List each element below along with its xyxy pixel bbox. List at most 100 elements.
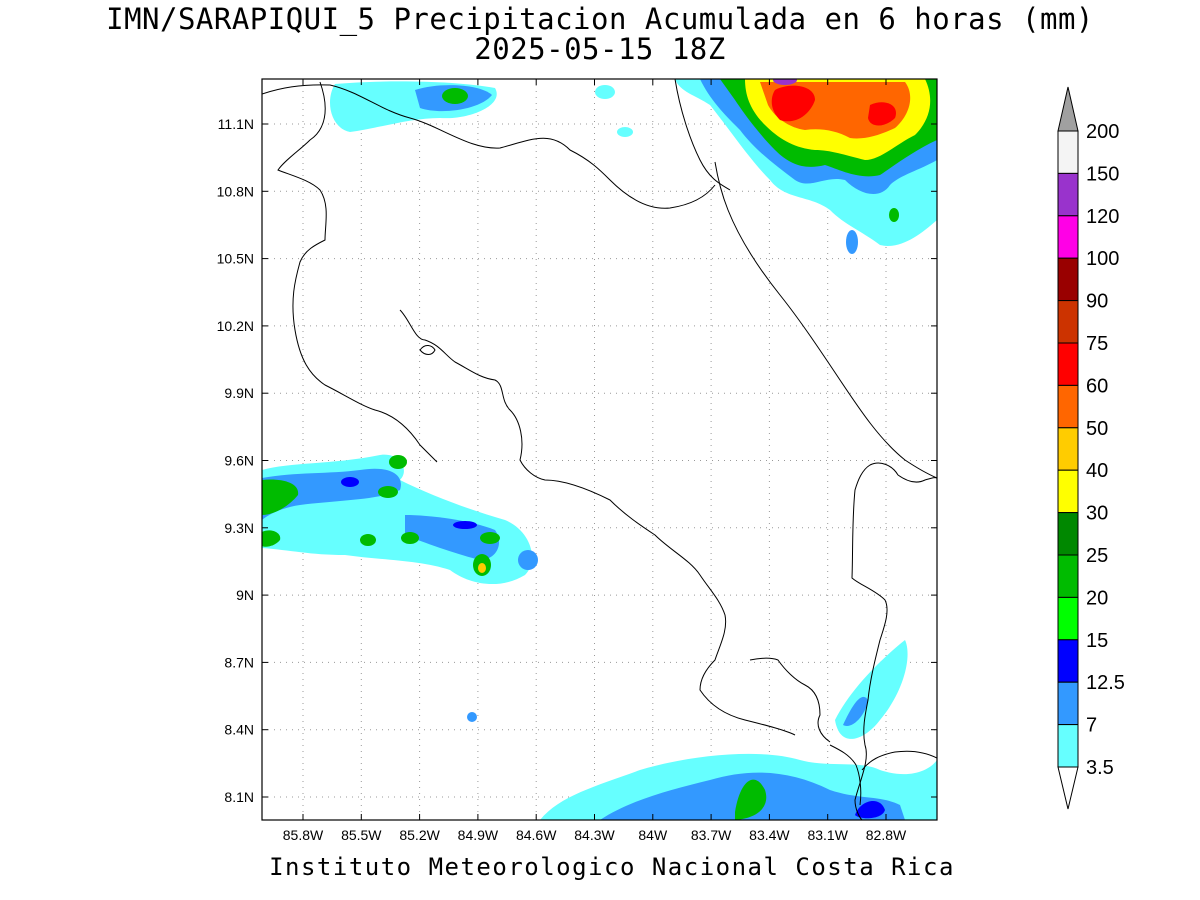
- precip-cell-10: [324, 539, 336, 551]
- lon-tick-label: 84.9W: [458, 827, 499, 843]
- lon-tick-label: 85.2W: [399, 827, 440, 843]
- colorbar-swatch: [1057, 130, 1079, 174]
- lat-tick-label: 10.8N: [217, 183, 254, 199]
- lat-tick-label: 9.3N: [224, 520, 254, 536]
- lon-tick-label: 83.1W: [807, 827, 848, 843]
- costa-rica-caribbean-coast: [714, 161, 937, 479]
- precip-cell-15: [846, 230, 858, 254]
- precip-area-se-7: [843, 696, 868, 726]
- lon-tick-label: 85.5W: [341, 827, 382, 843]
- latitude-axis: 11.1N 10.8N 10.5N 10.2N 9.9N 9.6N 9.3N 9N 8.7N 8.…: [217, 116, 937, 805]
- colorbar-label: 25: [1086, 545, 1108, 567]
- precip-cell-16: [889, 208, 899, 222]
- precip-cell-4: [480, 532, 500, 544]
- colorbar-swatch: [1057, 300, 1079, 344]
- colorbar-swatch: [1057, 639, 1079, 683]
- lon-tick-label: 83.7W: [691, 827, 732, 843]
- precip-cell-18: [595, 85, 615, 99]
- nicaragua-caribbean-coast: [674, 79, 731, 191]
- colorbar-label: 30: [1086, 503, 1108, 525]
- precip-area-pacific-green2: [262, 530, 281, 547]
- precip-area-south-blue: [855, 800, 885, 819]
- colorbar-label: 20: [1086, 587, 1108, 609]
- coastlines: [262, 79, 937, 820]
- lon-tick-label: 84.3W: [574, 827, 615, 843]
- colorbar-swatch: [1057, 724, 1079, 768]
- precip-cell-14: [773, 79, 797, 85]
- panama-pacific-coast: [861, 750, 937, 771]
- lon-tick-label: 84W: [638, 827, 668, 843]
- precip-area-south-green: [735, 779, 767, 820]
- nicoya-inner: [419, 345, 436, 355]
- precip-cell-8: [401, 532, 419, 544]
- nicaragua-costa-rica-border: [262, 84, 716, 209]
- colorbar-label: 60: [1086, 375, 1108, 397]
- colorbar-overflow-top: [1057, 86, 1079, 132]
- burica-peninsula: [829, 744, 862, 806]
- golfito-coast: [749, 657, 831, 743]
- precip-cell-12: [467, 712, 477, 722]
- colorbar-label: 3.5: [1086, 757, 1114, 779]
- lat-tick-label: 8.1N: [224, 789, 254, 805]
- colorbar-label: 12.5: [1086, 672, 1125, 694]
- colorbar-label: 15: [1086, 630, 1108, 652]
- precip-cell-2: [378, 486, 398, 498]
- colorbar-label: 40: [1086, 460, 1108, 482]
- colorbar-swatch: [1057, 554, 1079, 598]
- precip-cell-11: [518, 550, 538, 570]
- nicoya-gulf-coast: [399, 309, 796, 736]
- lon-tick-label: 84.6W: [516, 827, 557, 843]
- colorbar-label: 7: [1086, 715, 1097, 737]
- lat-tick-label: 9.6N: [224, 453, 254, 469]
- colorbar-label: 75: [1086, 333, 1108, 355]
- colorbar-swatch: [1057, 512, 1079, 556]
- precip-cell-1: [389, 455, 407, 469]
- colorbar-label: 150: [1086, 163, 1119, 185]
- precip-cell-13: [442, 88, 468, 104]
- colorbar-swatch: [1057, 596, 1079, 641]
- colorbar-swatch: [1057, 215, 1079, 259]
- guanacaste-coast: [277, 81, 438, 463]
- colorbar-label: 90: [1086, 291, 1108, 313]
- colorbar-overflow-bottom: [1057, 766, 1079, 810]
- lat-tick-label: 8.4N: [224, 722, 254, 738]
- colorbar: 200 150 120 100 90 75 60 50 40 30 25 20 15 12.5 7 3.5: [1057, 86, 1125, 810]
- colorbar-label: 120: [1086, 206, 1119, 228]
- precipitation-field: [262, 79, 937, 820]
- lon-tick-label: 83.4W: [749, 827, 790, 843]
- colorbar-swatch: [1057, 681, 1079, 726]
- colorbar-label: 100: [1086, 248, 1119, 270]
- lat-tick-label: 11.1N: [218, 116, 254, 132]
- colorbar-label: 50: [1086, 418, 1108, 440]
- lat-tick-label: 9N: [236, 587, 254, 603]
- colorbar-swatch: [1057, 469, 1079, 514]
- lon-tick-label: 82.8W: [866, 827, 907, 843]
- map-subtitle: 2025-05-15 18Z: [474, 32, 726, 66]
- colorbar-swatch: [1057, 384, 1079, 429]
- precip-cell-6: [478, 563, 486, 573]
- precip-area-ne-red: [771, 85, 815, 122]
- lat-tick-label: 9.9N: [224, 385, 254, 401]
- precip-area-pacific-green1: [262, 479, 299, 515]
- lat-tick-label: 10.2N: [217, 318, 254, 334]
- lat-tick-label: 8.7N: [224, 654, 254, 670]
- footer-credit: Instituto Meteorologico Nacional Costa R…: [269, 853, 955, 881]
- map-title: IMN/SARAPIQUI_5 Precipitacion Acumulada …: [106, 2, 1094, 36]
- colorbar-swatch: [1057, 257, 1079, 302]
- precip-cell-7: [453, 521, 477, 529]
- lon-tick-label: 85.8W: [283, 827, 324, 843]
- colorbar-label: 200: [1086, 121, 1119, 143]
- colorbar-swatch: [1057, 427, 1079, 471]
- precip-area-ne-red2: [868, 102, 896, 126]
- panama-border: [851, 462, 937, 820]
- precip-cell-17: [617, 127, 633, 137]
- colorbar-swatch: [1057, 172, 1079, 217]
- precip-cell-3: [341, 477, 359, 487]
- precip-area-pacific-7: [262, 468, 401, 520]
- map-frame: [261, 78, 938, 821]
- precip-cell-9: [360, 534, 376, 546]
- colorbar-swatch: [1057, 342, 1079, 386]
- longitude-axis: 85.8W 85.5W 85.2W 84.9W 84.6W 84.3W 84W 83.7W 83…: [283, 79, 907, 843]
- lat-tick-label: 10.5N: [217, 251, 254, 267]
